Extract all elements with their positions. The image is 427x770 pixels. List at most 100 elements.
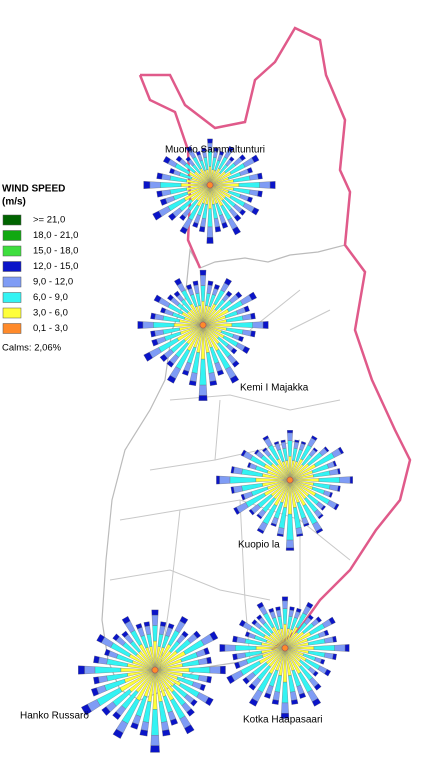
station-label: Kemi I Majakka: [240, 383, 309, 394]
petal-segment: [290, 691, 298, 701]
petal-segment: [315, 616, 322, 623]
petal-segment: [268, 607, 275, 613]
petal-segment: [249, 189, 259, 197]
petal-segment: [280, 439, 286, 443]
petal-segment: [232, 653, 238, 661]
petal-segment: [198, 226, 206, 233]
legend-label: 9,0 - 12,0: [33, 277, 73, 288]
petal-segment: [242, 677, 250, 685]
petal-segment: [311, 698, 322, 707]
petal-segment: [200, 218, 207, 228]
petal-segment: [344, 644, 350, 652]
petal-segment: [280, 713, 290, 719]
wind-rose: [137, 269, 269, 401]
petal-segment: [334, 644, 346, 652]
petal-segment: [294, 439, 300, 443]
petal-segment: [161, 189, 171, 197]
petal-segment: [186, 284, 193, 290]
petal-segment: [206, 226, 214, 238]
petal-segment: [324, 669, 332, 677]
petal-segment: [239, 194, 249, 202]
petal-segment: [239, 154, 246, 161]
petal-segment: [154, 329, 164, 337]
rose-center: [281, 644, 289, 652]
petal-segment: [193, 630, 201, 639]
petal-segment: [320, 505, 326, 511]
petal-segment: [256, 601, 264, 609]
petal-segment: [81, 703, 92, 716]
petal-segment: [188, 666, 211, 674]
petal-segment: [150, 312, 156, 320]
petal-segment: [201, 147, 207, 152]
petal-segment: [248, 698, 259, 707]
petal-segment: [219, 214, 227, 224]
petal-segment: [337, 485, 341, 492]
petal-segment: [234, 661, 241, 670]
petal-segment: [185, 156, 191, 162]
petal-segment: [130, 722, 139, 730]
petal-segment: [207, 280, 214, 286]
petal-segment: [151, 614, 159, 626]
petal-segment: [270, 522, 277, 527]
petal-segment: [209, 666, 221, 674]
rose-center: [206, 181, 214, 189]
petal-segment: [324, 652, 334, 660]
petal-segment: [184, 724, 195, 735]
petal-segment: [251, 619, 258, 626]
petal-segment: [195, 150, 201, 156]
petal-segment: [162, 729, 171, 737]
petal-segment: [332, 653, 337, 661]
petal-segment: [230, 347, 238, 355]
petal-segment: [233, 506, 240, 515]
legend-label: >= 21,0: [33, 215, 65, 226]
petal-segment: [323, 446, 330, 453]
petal-segment: [263, 692, 272, 699]
petal-segment: [229, 375, 240, 384]
petal-segment: [230, 486, 235, 494]
petal-segment: [160, 182, 182, 188]
petal-segment: [84, 665, 96, 675]
petal-segment: [306, 601, 314, 609]
petal-segment: [205, 696, 214, 707]
petal-segment: [198, 395, 208, 401]
legend-swatch: [2, 323, 22, 334]
petal-segment: [213, 147, 219, 152]
petal-segment: [101, 706, 111, 716]
petal-segment: [244, 631, 250, 638]
petal-segment: [271, 699, 279, 705]
petal-segment: [298, 692, 307, 699]
petal-segment: [300, 441, 307, 445]
petal-segment: [262, 435, 269, 441]
petal-segment: [219, 475, 231, 485]
petal-segment: [181, 369, 190, 376]
petal-segment: [311, 435, 318, 441]
petal-segment: [153, 322, 175, 328]
petal-segment: [256, 527, 265, 534]
petal-segment: [167, 623, 175, 630]
petal-segment: [91, 687, 99, 697]
petal-segment: [286, 539, 294, 549]
petal-segment: [232, 635, 238, 643]
region-borders: [109, 289, 351, 671]
station-label: Hanko Russarö: [20, 711, 89, 722]
petal-segment: [232, 226, 241, 236]
petal-segment: [185, 145, 193, 153]
petal-segment: [251, 207, 260, 216]
petal-segment: [198, 675, 208, 683]
petal-segment: [153, 294, 162, 303]
petal-segment: [199, 269, 207, 276]
legend-swatch: [2, 276, 22, 288]
petal-segment: [112, 711, 122, 720]
petal-segment: [173, 290, 181, 298]
petal-segment: [216, 475, 220, 485]
petal-segment: [214, 226, 222, 233]
petal-segment: [159, 354, 168, 363]
petal-segment: [199, 683, 206, 692]
petal-segment: [179, 226, 188, 235]
petal-segment: [200, 285, 206, 302]
petal-segment: [143, 351, 153, 362]
petal-segment: [243, 305, 250, 313]
petal-segment: [281, 681, 289, 704]
petal-segment: [207, 138, 213, 144]
